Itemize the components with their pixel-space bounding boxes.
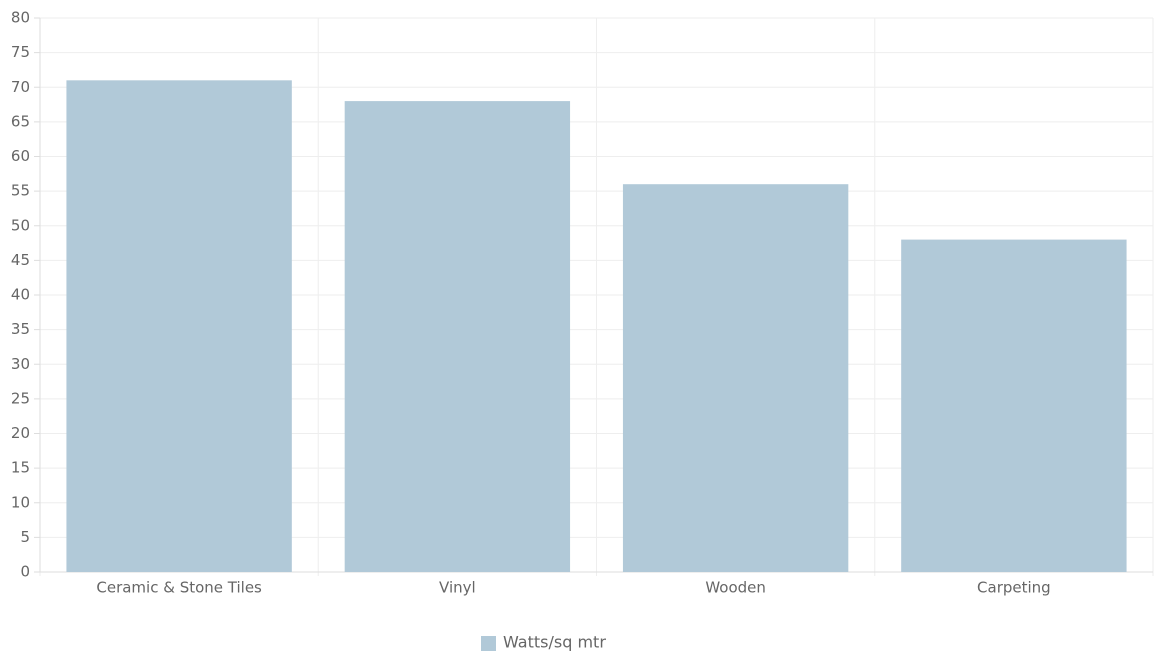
- y-tick-label: 60: [11, 147, 30, 165]
- x-tick-label: Carpeting: [977, 579, 1051, 597]
- y-tick-label: 70: [11, 78, 30, 96]
- y-tick-label: 45: [11, 251, 30, 269]
- y-tick-label: 35: [11, 320, 30, 338]
- y-tick-label: 5: [20, 528, 30, 546]
- y-tick-label: 65: [11, 112, 30, 130]
- y-tick-label: 50: [11, 216, 30, 234]
- y-tick-label: 10: [11, 493, 30, 511]
- bar: [66, 80, 292, 572]
- y-tick-label: 30: [11, 355, 30, 373]
- y-tick-label: 25: [11, 389, 30, 407]
- y-tick-label: 0: [20, 563, 30, 581]
- legend-label: Watts/sq mtr: [503, 633, 606, 652]
- y-tick-label: 20: [11, 424, 30, 442]
- bar: [901, 239, 1127, 572]
- bar: [622, 184, 849, 572]
- y-tick-label: 80: [11, 9, 30, 27]
- y-tick-label: 75: [11, 43, 30, 61]
- y-tick-label: 40: [11, 286, 30, 304]
- bar: [344, 101, 571, 572]
- x-tick-label: Wooden: [705, 579, 766, 597]
- y-tick-label: 55: [11, 182, 30, 200]
- x-tick-label: Vinyl: [439, 579, 476, 597]
- x-tick-label: Ceramic & Stone Tiles: [96, 579, 262, 597]
- y-tick-label: 15: [11, 459, 30, 477]
- legend-swatch: [481, 636, 496, 651]
